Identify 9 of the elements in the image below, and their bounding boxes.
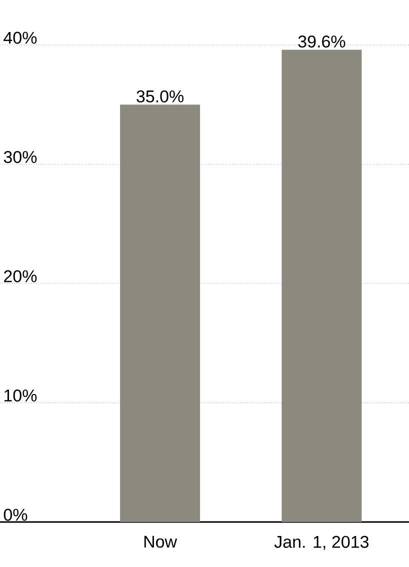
y-tick-label: 30% [4,151,37,164]
x-tick-label: Now [144,536,178,548]
y-tick-label: 40% [4,32,37,44]
data-label: 35.0% [136,90,184,102]
y-tick-label: 10% [4,390,37,402]
y-tick-label: 0% [4,508,28,521]
x-tick-label: Jan. 1, 2013 [274,536,369,550]
y-tick-label: 20% [4,270,37,282]
data-label: 39.6% [298,36,346,48]
